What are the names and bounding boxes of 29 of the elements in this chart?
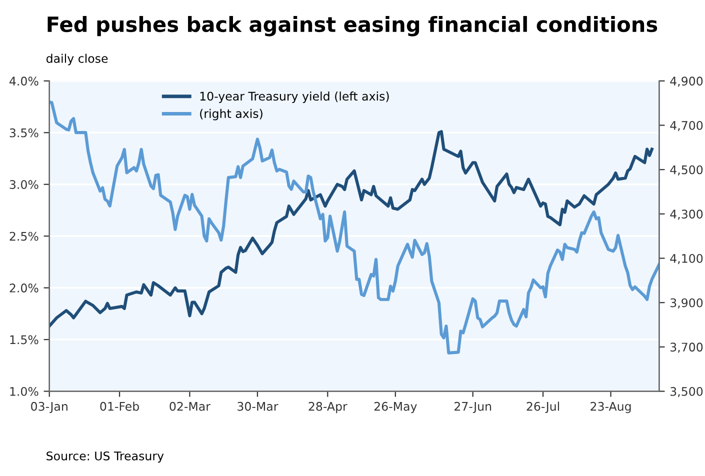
y-tick-label: 3.5%	[10, 128, 38, 138]
y2-tick-label: 4,900	[670, 76, 703, 87]
x-tick-label: 23-Aug	[590, 402, 631, 414]
legend-label: (right axis)	[200, 108, 262, 120]
x-tick-label: 30-Mar	[238, 402, 278, 411]
y2-tick-label: 3,700	[670, 342, 703, 353]
x-tick-label: 01-Feb	[100, 402, 139, 411]
chart-subtitle: daily close	[46, 54, 108, 66]
x-tick-label: 03-Jan	[31, 402, 68, 414]
source-note: Source: US Treasury	[46, 451, 164, 463]
y-tick-label: 4.0%	[10, 76, 38, 86]
y2-tick-label: 4,100	[670, 254, 703, 264]
y2-tick-label: 4,300	[670, 210, 703, 220]
y-tick-label: 2.5%	[10, 232, 38, 241]
y2-tick-label: 3,500	[670, 386, 703, 398]
y2-tick-label: 4,500	[670, 165, 703, 176]
chart-title: Fed pushes back against easing financial conditions	[48, 16, 658, 36]
legend-label: 10-year Treasury yield (left axis)	[200, 92, 389, 103]
x-tick-label: 26-May	[374, 402, 417, 414]
y-tick-label: 1.5%	[10, 335, 38, 344]
y2-tick-label: 4,700	[670, 120, 703, 132]
x-tick-label: 02-Mar	[170, 402, 210, 411]
x-tick-label: 26-Jul	[526, 402, 560, 414]
y2-tick-label: 3,900	[670, 298, 703, 308]
x-tick-label: 27-Jun	[454, 402, 492, 414]
y-tick-label: 2.0%	[10, 284, 38, 292]
y-tick-label: 3.0%	[10, 180, 38, 190]
y-tick-label: 1.0%	[10, 386, 38, 396]
x-tick-label: 28-Apr	[308, 402, 348, 414]
